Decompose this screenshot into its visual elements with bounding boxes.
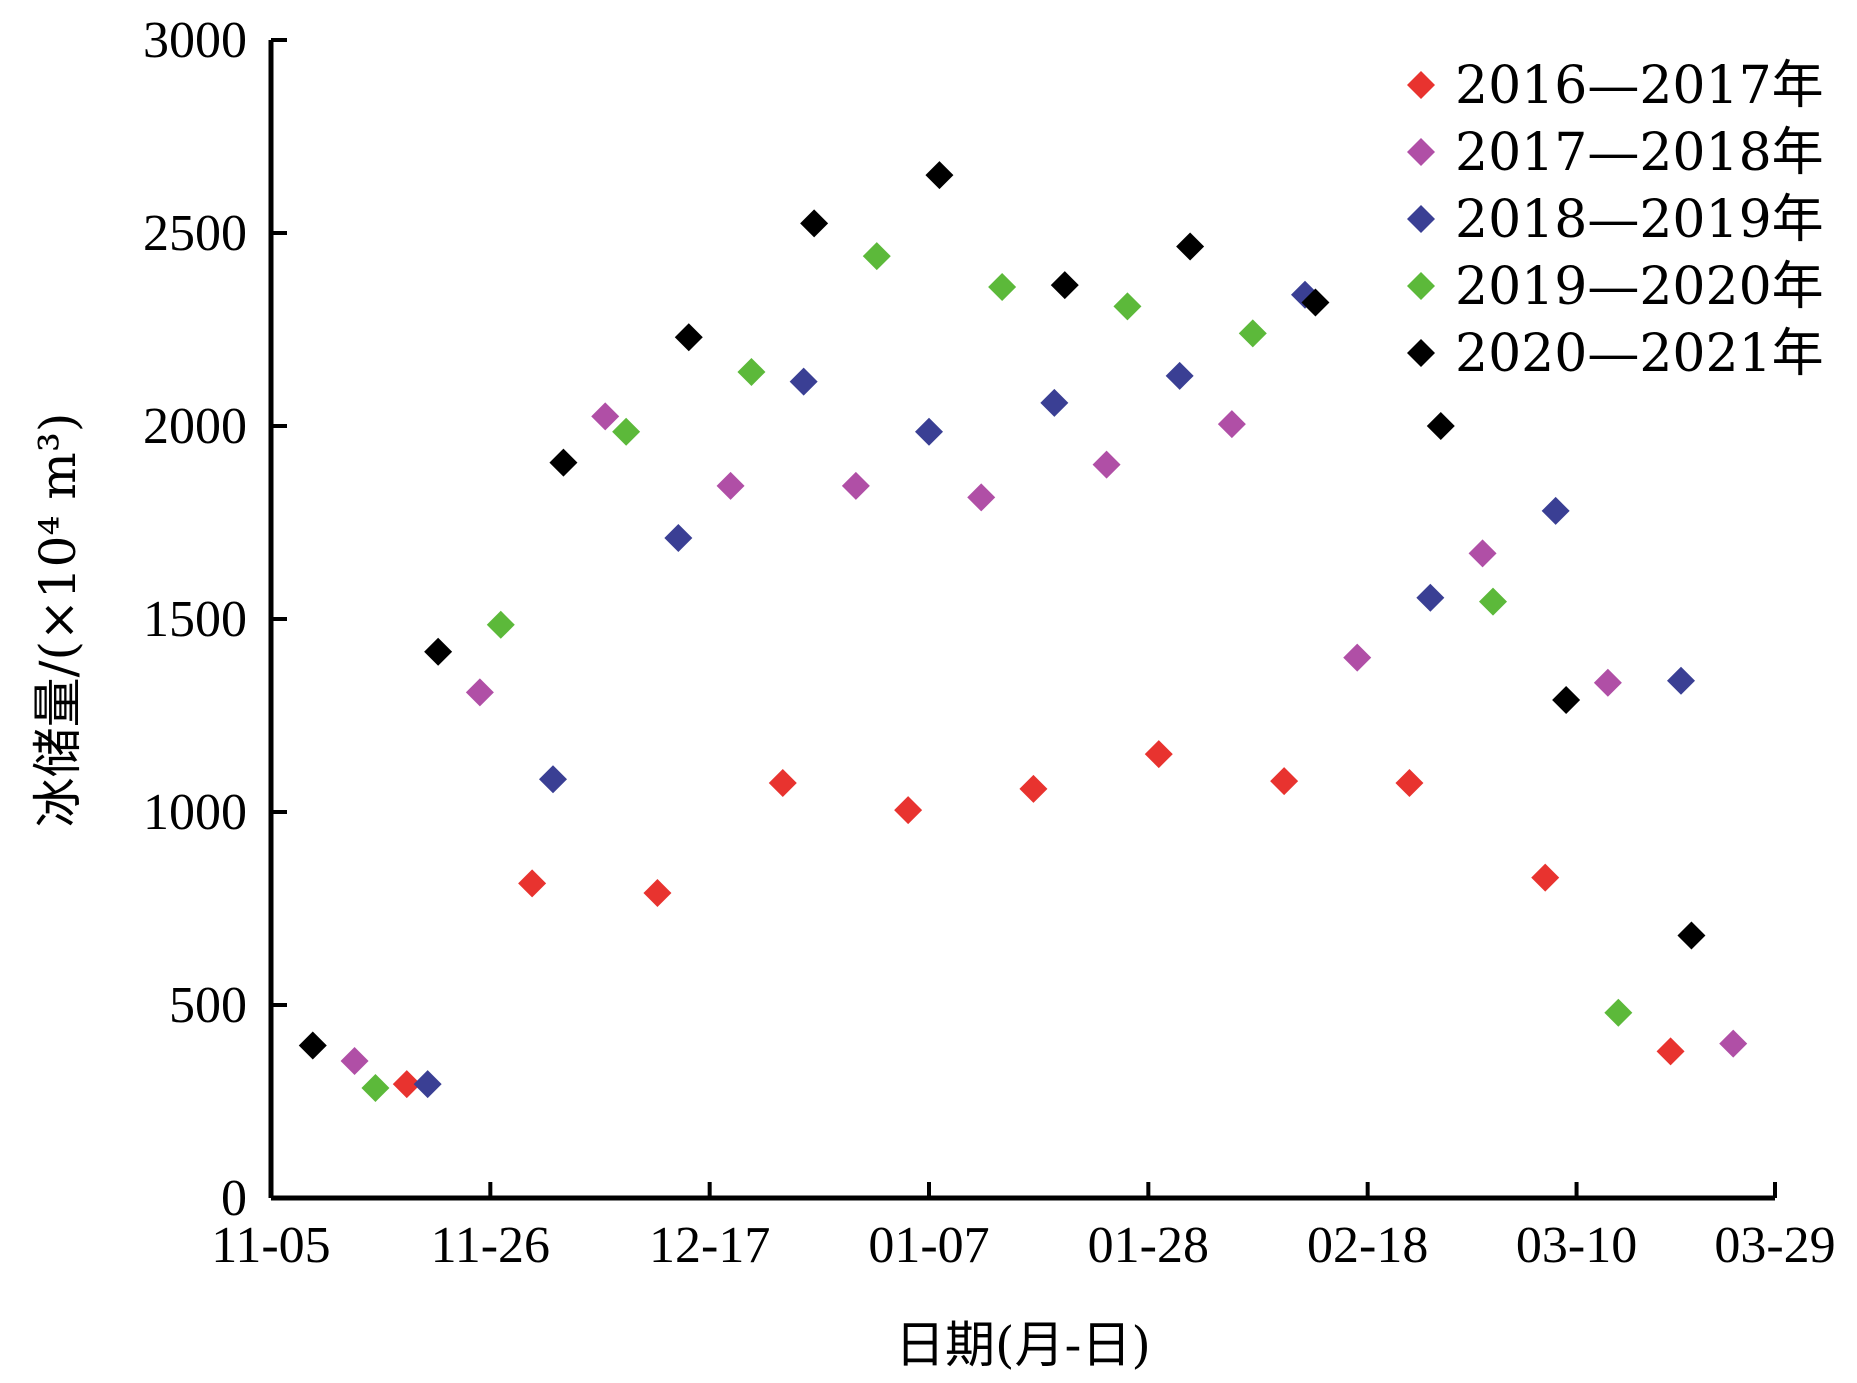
data-point xyxy=(1092,450,1121,479)
data-point xyxy=(549,448,578,477)
data-point xyxy=(1217,410,1246,439)
data-point xyxy=(1395,769,1424,798)
series-0 xyxy=(392,740,1685,1099)
data-point xyxy=(518,869,547,898)
legend-label: 2016—2017年 xyxy=(1455,56,1824,116)
y-ticks: 0 500 1000 1500 2000 2500 3000 xyxy=(143,12,287,1227)
data-point xyxy=(800,209,829,238)
data-point xyxy=(424,637,453,666)
data-point xyxy=(1050,271,1079,300)
data-point xyxy=(1719,1029,1748,1058)
x-ticks: 11-05 11-26 12-17 01-07 01-28 02-18 03-10 03-29 xyxy=(211,1182,1836,1274)
data-point xyxy=(1416,583,1445,612)
data-point xyxy=(1531,863,1560,892)
data-point xyxy=(925,161,954,190)
x-tick-label: 02-18 xyxy=(1307,1217,1428,1274)
data-point xyxy=(392,1070,421,1099)
data-point xyxy=(915,417,943,446)
series-2 xyxy=(413,280,1695,1099)
data-point xyxy=(1604,998,1633,1027)
legend-label: 2019—2020年 xyxy=(1455,257,1824,317)
data-point xyxy=(591,402,620,431)
data-point xyxy=(1019,774,1048,803)
x-tick-label: 03-29 xyxy=(1714,1217,1835,1274)
data-point xyxy=(1552,686,1581,715)
data-point xyxy=(1270,767,1299,796)
data-point xyxy=(716,471,745,500)
data-point xyxy=(1656,1037,1685,1066)
legend-label: 2018—2019年 xyxy=(1455,190,1824,250)
data-point xyxy=(894,796,923,825)
data-point xyxy=(1343,643,1372,672)
x-tick-label: 01-28 xyxy=(1088,1217,1209,1274)
x-tick-label: 12-17 xyxy=(649,1217,770,1274)
data-point xyxy=(841,471,870,500)
data-point xyxy=(967,483,996,512)
legend-marker xyxy=(1407,71,1435,99)
legend-label: 2020—2021年 xyxy=(1455,324,1824,384)
y-tick-label: 500 xyxy=(169,977,247,1034)
legend-marker xyxy=(1407,272,1435,300)
data-point xyxy=(768,769,797,798)
series-1 xyxy=(340,402,1748,1075)
legend-marker xyxy=(1407,205,1435,233)
legend: 2016—2017年 2017—2018年 2018—2019年 2019—2020年… xyxy=(1407,56,1824,384)
data-point xyxy=(361,1073,390,1102)
data-point xyxy=(340,1046,369,1075)
y-tick-label: 2000 xyxy=(143,398,247,455)
data-point xyxy=(465,678,494,707)
data-point xyxy=(737,357,766,386)
data-point xyxy=(539,765,567,794)
data-point xyxy=(789,367,818,396)
data-point xyxy=(1040,388,1069,417)
series-3 xyxy=(361,242,1633,1102)
y-tick-label: 3000 xyxy=(143,12,247,69)
y-tick-label: 0 xyxy=(221,1170,247,1227)
data-point xyxy=(1165,361,1194,390)
data-point xyxy=(1176,232,1205,261)
data-point xyxy=(1238,319,1267,348)
x-tick-label: 11-05 xyxy=(211,1217,330,1274)
data-point xyxy=(1677,921,1706,950)
x-tick-label: 11-26 xyxy=(431,1217,550,1274)
y-axis-title: 冰储量/(×10⁴ m³) xyxy=(29,413,87,828)
data-point xyxy=(1468,539,1497,568)
data-point xyxy=(413,1070,442,1099)
data-point xyxy=(1144,740,1173,769)
data-point xyxy=(1301,288,1330,317)
data-point xyxy=(1113,292,1142,321)
data-point xyxy=(1593,668,1622,697)
legend-label: 2017—2018年 xyxy=(1455,123,1824,183)
data-point xyxy=(862,242,891,271)
data-point xyxy=(1479,587,1507,616)
data-point xyxy=(298,1031,327,1060)
data-point xyxy=(486,610,515,639)
data-point xyxy=(1541,496,1570,525)
legend-marker xyxy=(1407,138,1435,166)
data-point xyxy=(1426,412,1455,440)
data-point xyxy=(643,879,672,908)
data-points xyxy=(298,161,1748,1102)
data-point xyxy=(1667,666,1695,695)
legend-marker xyxy=(1407,339,1435,367)
y-tick-label: 1500 xyxy=(143,591,247,648)
data-point xyxy=(674,323,703,352)
y-tick-label: 1000 xyxy=(143,784,247,841)
x-tick-label: 01-07 xyxy=(868,1217,989,1274)
y-tick-label: 2500 xyxy=(143,205,247,262)
x-axis-title: 日期(月-日) xyxy=(895,1316,1151,1374)
x-tick-label: 03-10 xyxy=(1516,1217,1637,1274)
data-point xyxy=(664,523,693,552)
data-point xyxy=(612,417,641,446)
data-point xyxy=(988,273,1017,302)
series-4 xyxy=(298,161,1706,1060)
